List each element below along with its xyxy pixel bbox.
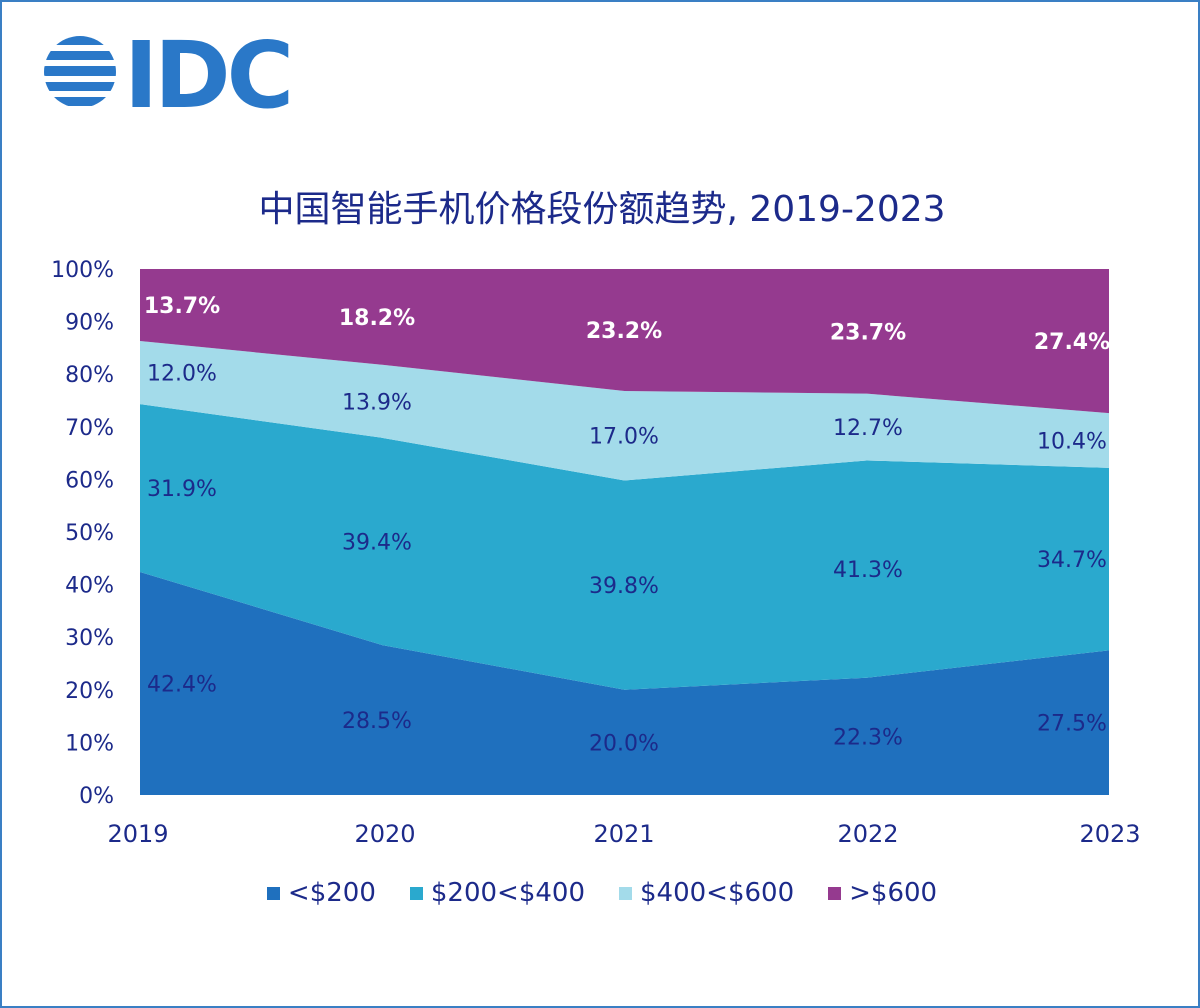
legend-swatch xyxy=(619,886,632,900)
x-tick-label: 2021 xyxy=(593,820,654,848)
y-tick-label: 30% xyxy=(65,626,114,651)
idc-logo-icon xyxy=(44,36,116,106)
data-label: 13.7% xyxy=(144,294,220,319)
legend-label: <$200 xyxy=(287,878,376,908)
y-tick-label: 70% xyxy=(65,416,114,441)
legend-item: <$200 xyxy=(266,878,376,908)
data-label: 42.4% xyxy=(147,672,217,697)
logo-text: IDC xyxy=(124,22,294,129)
legend-label: $400<$600 xyxy=(640,878,795,908)
data-label: 28.5% xyxy=(342,709,412,734)
chart-title: 中国智能手机价格段份额趋势, 2019-2023 xyxy=(258,189,946,230)
x-tick-label: 2023 xyxy=(1079,820,1140,848)
y-tick-label: 10% xyxy=(65,731,114,756)
legend-item: >$600 xyxy=(828,878,937,908)
x-tick-label: 2019 xyxy=(107,820,168,848)
legend-label: $200<$400 xyxy=(430,878,585,908)
data-label: 39.4% xyxy=(342,530,412,555)
data-label: 17.0% xyxy=(589,425,659,450)
legend-swatch xyxy=(266,886,280,900)
data-label: 31.9% xyxy=(147,477,217,502)
data-label: 20.0% xyxy=(589,731,659,756)
x-tick-label: 2022 xyxy=(837,820,898,848)
y-tick-label: 60% xyxy=(65,468,114,493)
stacked-area-chart: 42.4% 28.5% 20.0% 22.3% 27.5% 31.9% 39.4% 39.8%… xyxy=(51,258,1140,848)
area-3 xyxy=(140,269,1109,414)
area-1 xyxy=(140,404,1109,690)
data-label: 10.4% xyxy=(1037,429,1107,454)
data-label: 27.5% xyxy=(1037,712,1107,737)
legend-swatch xyxy=(409,886,423,900)
y-tick-label: 20% xyxy=(65,679,114,704)
data-label: 18.2% xyxy=(339,306,415,331)
y-tick-label: 50% xyxy=(65,521,114,546)
data-label: 12.0% xyxy=(147,362,217,387)
data-label: 34.7% xyxy=(1037,548,1107,573)
y-tick-label: 100% xyxy=(51,258,114,283)
legend: <$200 $200<$400 $400<$600 >$600 xyxy=(2,878,1198,908)
y-tick-label: 80% xyxy=(65,363,114,388)
data-label: 12.7% xyxy=(833,416,903,441)
data-label: 39.8% xyxy=(589,574,659,599)
x-tick-label: 2020 xyxy=(354,820,415,848)
legend-label: >$600 xyxy=(849,878,938,908)
data-label: 13.9% xyxy=(342,390,412,415)
area-2 xyxy=(140,341,1109,481)
data-label: 23.2% xyxy=(586,319,662,344)
area-0 xyxy=(140,571,1109,795)
data-label: 22.3% xyxy=(833,725,903,750)
legend-item: $400<$600 xyxy=(619,878,794,908)
y-tick-label: 0% xyxy=(79,784,114,809)
data-label: 23.7% xyxy=(830,320,906,345)
data-label: 27.4% xyxy=(1034,330,1110,355)
data-label: 41.3% xyxy=(833,558,903,583)
legend-swatch xyxy=(828,886,842,900)
y-tick-label: 90% xyxy=(65,311,114,336)
legend-item: $200<$400 xyxy=(409,878,585,908)
y-tick-label: 40% xyxy=(65,574,114,599)
